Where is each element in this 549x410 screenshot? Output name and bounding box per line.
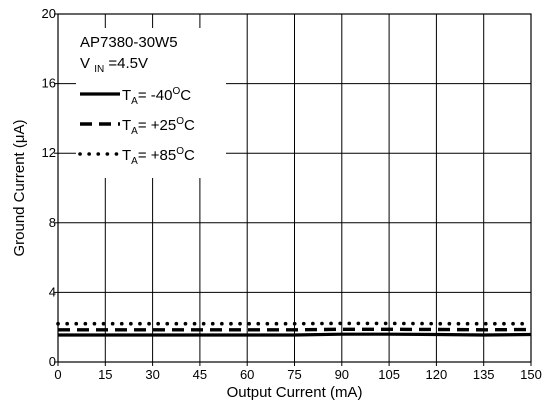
x-tick-label-75: 75: [287, 367, 301, 382]
x-tick-label-105: 105: [378, 367, 400, 382]
x-tick-label-120: 120: [426, 367, 448, 382]
series-line-solid: [58, 334, 531, 335]
y-tick-label-20: 20: [42, 6, 56, 21]
vin-value: =4.5V: [108, 55, 148, 72]
series-line-dashed: [58, 329, 531, 330]
y-tick-label-8: 8: [49, 215, 56, 230]
y-axis-label: Ground Current (μA): [11, 119, 28, 256]
device-label: AP7380-30W5: [80, 34, 178, 51]
x-tick-label-30: 30: [145, 367, 159, 382]
vin-sub: IN: [94, 64, 104, 75]
x-tick-label-135: 135: [473, 367, 495, 382]
x-axis-label: Output Current (mA): [227, 384, 363, 401]
x-tick-label-15: 15: [98, 367, 112, 382]
y-tick-label-0: 0: [49, 354, 56, 369]
x-tick-label-45: 45: [193, 367, 207, 382]
y-tick-label-16: 16: [42, 76, 56, 91]
y-tick-label-4: 4: [49, 284, 56, 299]
vin-main: V: [80, 55, 90, 72]
x-tick-label-150: 150: [520, 367, 542, 382]
x-tick-label-0: 0: [54, 367, 61, 382]
x-tick-label-90: 90: [335, 367, 349, 382]
y-tick-label-12: 12: [42, 145, 56, 160]
x-tick-label-60: 60: [240, 367, 254, 382]
